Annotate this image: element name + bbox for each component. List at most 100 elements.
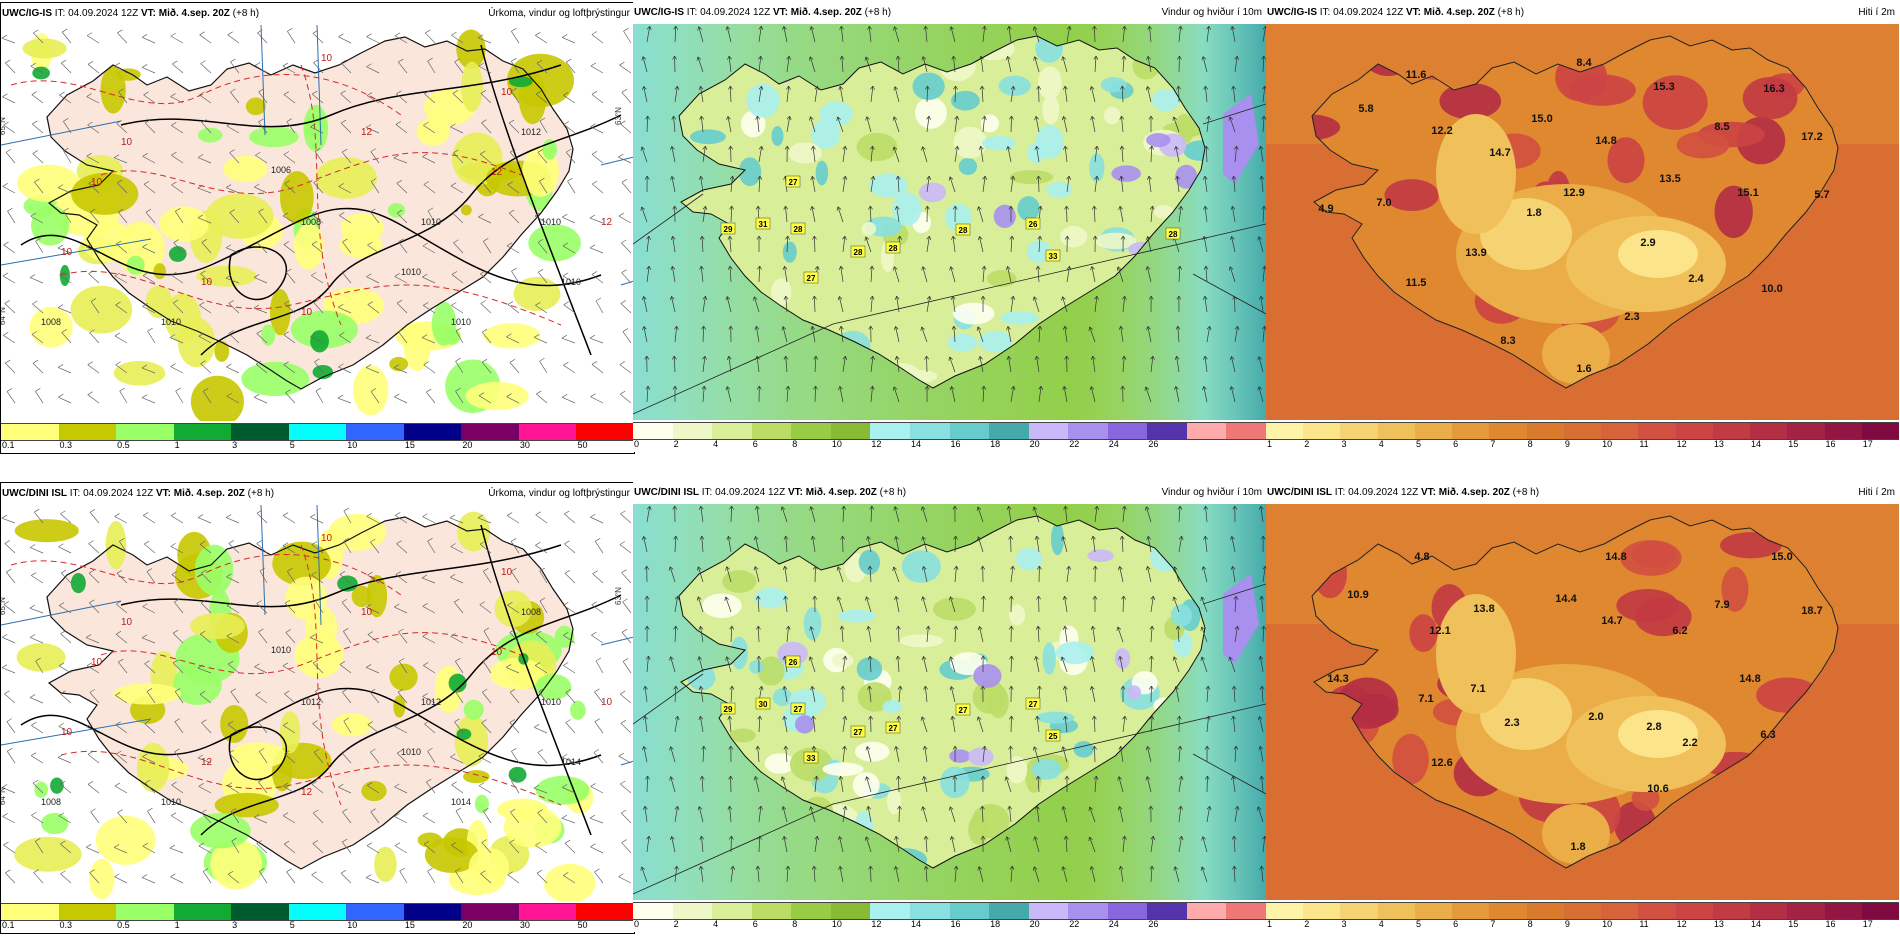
temperature-label: 1.8 (1526, 207, 1541, 219)
latitude-label: 64°N (1, 787, 7, 805)
svg-text:26: 26 (1029, 220, 1038, 229)
colorbar-swatch (1414, 903, 1453, 919)
colorbar-swatch (1675, 903, 1713, 919)
colorbar-swatch (791, 903, 831, 919)
offshore-gale (1223, 94, 1259, 184)
colorbar-tick-label: 15 (1788, 919, 1799, 929)
colorbar-tick-label: 10 (831, 919, 842, 929)
colorbar-swatch (1147, 423, 1187, 439)
temperature-label: 12.2 (1431, 125, 1452, 137)
wind-arrows (1, 507, 632, 884)
svg-text:31: 31 (759, 220, 768, 229)
contour-label: 10 (61, 247, 73, 258)
map-area: 11.6 8.4 15.3 16.3 5.8 12.2 15.0 14.8 8.5 17.2 14.… (1266, 24, 1899, 420)
isobar-label: 1010 (561, 277, 581, 287)
colorbar-swatch (1, 904, 59, 920)
colorbar-tick-label: 16 (950, 439, 961, 449)
map-canvas: 26 29 30 27 27 27 27 27 25 33 (633, 504, 1266, 900)
colorbar-swatch (58, 904, 117, 920)
colorbar-tick-label: 0.3 (59, 440, 73, 450)
colorbar-tick-label: 6 (1453, 919, 1459, 929)
colorbar-swatch (870, 423, 910, 439)
contour-label: 10 (201, 277, 213, 288)
colorbar-swatch (751, 903, 792, 919)
contour-label: 10 (91, 657, 103, 668)
map-panel-wind: UWC/DINI ISL IT: 04.09.2024 12Z VT: Mið.… (633, 482, 1266, 932)
coastline (1311, 35, 1839, 389)
colorbar-tick-label: 15 (404, 440, 415, 450)
temperature-label: 2.2 (1682, 737, 1697, 749)
forecast-step: (+8 h) (247, 488, 275, 499)
colorbar-tick-label: 8 (1527, 439, 1533, 449)
colorbar-tick-label: 20 (1029, 919, 1040, 929)
colorbar: 0.1 0.3 0.5 1 3 5 10 15 20 30 50 (1, 421, 635, 453)
land-area (47, 517, 573, 869)
gust-label: 25 (1045, 729, 1061, 742)
colorbar-swatch (1186, 423, 1227, 439)
map-area: 26 29 30 27 27 27 27 27 25 33 (633, 504, 1266, 900)
colorbar-ticks: 1 2 3 4 5 6 7 8 9 10 11 12 13 14 15 16 17 (1266, 919, 1899, 931)
colorbar-tick-label: 50 (577, 920, 588, 930)
svg-text:29: 29 (724, 705, 733, 714)
panel-title: Vindur og hviður í 10m (1161, 7, 1262, 18)
colorbar-swatch (346, 424, 404, 440)
colorbar-tick-label: 22 (1069, 439, 1080, 449)
colorbar-tick-label: 9 (1564, 439, 1570, 449)
temperature-label: 14.8 (1605, 551, 1626, 563)
svg-text:27: 27 (889, 724, 898, 733)
model-name: UWC/DINI ISL (2, 488, 67, 499)
svg-text:29: 29 (724, 225, 733, 234)
colorbar-swatch (949, 903, 990, 919)
latitude-label: 65°N (1, 117, 7, 135)
temperature-label: 12.1 (1429, 625, 1450, 637)
colorbar-swatch (576, 424, 635, 440)
temperature-label: 8.5 (1714, 121, 1729, 133)
colorbar-tick-label: 4 (713, 919, 719, 929)
map-panel-temp: UWC/DINI ISL IT: 04.09.2024 12Z VT: Mið.… (1266, 482, 1899, 932)
colorbar-tick-label: 8 (1527, 919, 1533, 929)
colorbar-tick-label: 0.5 (117, 920, 130, 930)
colorbar: 0.1 0.3 0.5 1 3 5 10 15 20 30 50 (1, 901, 635, 933)
colorbar-tick-label: 7 (1490, 439, 1496, 449)
init-time: IT: 04.09.2024 12Z (1334, 487, 1419, 498)
temperature-label: 15.1 (1737, 187, 1758, 199)
colorbar-tick-label: 2 (1304, 919, 1310, 929)
colorbar-swatch (830, 423, 871, 439)
colorbar-swatch (909, 423, 950, 439)
wind-arrows (640, 25, 1266, 403)
gust-label: 28 (850, 245, 866, 258)
colorbar-tick-label: 16 (1825, 919, 1836, 929)
colorbar-tick-label: 4 (713, 439, 719, 449)
colorbar-strip (633, 902, 1266, 920)
colorbar-swatch (346, 904, 404, 920)
colorbar-swatch (231, 904, 289, 920)
colorbar-swatch (1377, 423, 1415, 439)
colorbar-tick-label: 18 (990, 919, 1001, 929)
temperature-label: 2.0 (1588, 711, 1603, 723)
colorbar-swatch (1563, 423, 1602, 439)
temperature-label: 4.8 (1414, 551, 1429, 563)
colorbar-swatch (1861, 903, 1899, 919)
contour-label: 12 (601, 217, 613, 228)
colorbar-tick-label: 18 (990, 439, 1001, 449)
temperature-label: 14.8 (1595, 135, 1616, 147)
temperature-label: 15.0 (1531, 113, 1552, 125)
temperature-label: 2.3 (1504, 717, 1519, 729)
isobar-label: 1010 (401, 747, 421, 757)
colorbar: 0 2 4 6 8 10 12 14 16 18 20 22 24 26 (633, 900, 1266, 932)
map-canvas: 11.6 8.4 15.3 16.3 5.8 12.2 15.0 14.8 8.5 17.2 14.… (1266, 24, 1899, 420)
gust-label: 27 (955, 703, 971, 716)
colorbar-tick-label: 8 (792, 439, 798, 449)
temperature-label: 12.6 (1431, 757, 1452, 769)
model-name: UWC/IG-IS (1267, 7, 1317, 18)
colorbar-swatch (1750, 903, 1788, 919)
offshore-gale (1223, 574, 1259, 664)
panel-title: Úrkoma, vindur og loftþrýstingur (488, 8, 630, 19)
init-time: IT: 04.09.2024 12Z (54, 8, 139, 19)
panel-header: UWC/IG-IS IT: 04.09.2024 12Z VT: Mið. 4.… (633, 2, 1266, 24)
valid-time: VT: Mið. 4.sep. 20Z (1420, 487, 1510, 498)
colorbar-swatch (1824, 423, 1862, 439)
colorbar-tick-label: 6 (752, 439, 758, 449)
colorbar-tick-label: 24 (1108, 919, 1119, 929)
coastline (46, 516, 574, 870)
